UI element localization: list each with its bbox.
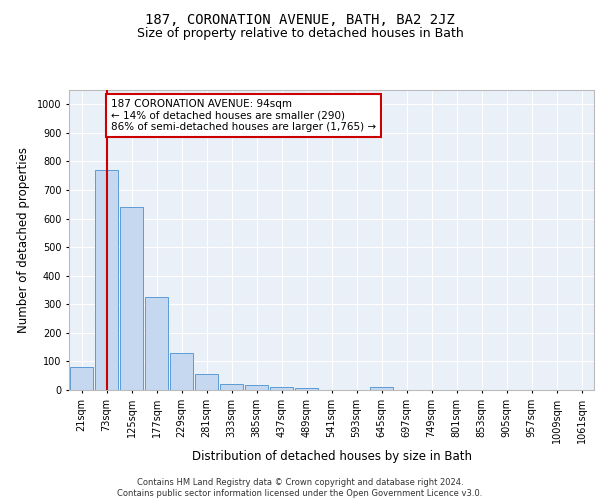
Bar xyxy=(270,387,293,390)
Bar xyxy=(170,353,193,390)
Bar xyxy=(145,297,168,390)
Bar xyxy=(245,385,268,390)
Bar xyxy=(370,387,393,390)
Bar xyxy=(220,384,243,390)
Bar xyxy=(295,388,318,390)
Bar xyxy=(195,374,218,390)
Bar xyxy=(120,207,143,390)
Bar xyxy=(70,367,93,390)
Text: Contains HM Land Registry data © Crown copyright and database right 2024.
Contai: Contains HM Land Registry data © Crown c… xyxy=(118,478,482,498)
Y-axis label: Number of detached properties: Number of detached properties xyxy=(17,147,30,333)
Text: 187, CORONATION AVENUE, BATH, BA2 2JZ: 187, CORONATION AVENUE, BATH, BA2 2JZ xyxy=(145,12,455,26)
Text: 187 CORONATION AVENUE: 94sqm
← 14% of detached houses are smaller (290)
86% of s: 187 CORONATION AVENUE: 94sqm ← 14% of de… xyxy=(111,99,376,132)
X-axis label: Distribution of detached houses by size in Bath: Distribution of detached houses by size … xyxy=(191,450,472,463)
Bar xyxy=(95,170,118,390)
Text: Size of property relative to detached houses in Bath: Size of property relative to detached ho… xyxy=(137,28,463,40)
